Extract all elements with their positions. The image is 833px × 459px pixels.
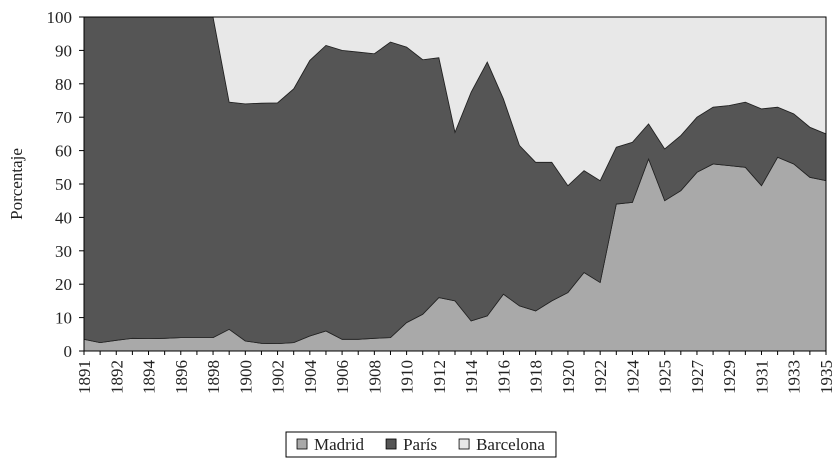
y-axis-label: Porcentaje bbox=[7, 148, 26, 220]
x-tick-label: 1908 bbox=[365, 360, 384, 394]
legend-swatch bbox=[296, 438, 308, 450]
x-tick-label: 1927 bbox=[688, 360, 707, 395]
x-tick-label: 1931 bbox=[752, 360, 771, 394]
y-tick-label: 40 bbox=[55, 208, 72, 227]
legend-swatch bbox=[385, 438, 397, 450]
legend-box bbox=[285, 431, 557, 458]
y-tick-label: 30 bbox=[55, 242, 72, 261]
x-tick-label: 1933 bbox=[785, 360, 804, 394]
x-tick-label: 1906 bbox=[333, 360, 352, 394]
legend-swatch bbox=[458, 438, 470, 450]
y-tick-label: 80 bbox=[55, 75, 72, 94]
legend-label: Barcelona bbox=[476, 435, 545, 454]
x-tick-label: 1920 bbox=[559, 360, 578, 394]
x-tick-label: 1935 bbox=[817, 360, 833, 394]
y-tick-label: 90 bbox=[55, 41, 72, 60]
y-tick-label: 100 bbox=[47, 8, 73, 27]
x-tick-label: 1912 bbox=[430, 360, 449, 394]
x-tick-label: 1922 bbox=[591, 360, 610, 394]
y-tick-label: 70 bbox=[55, 108, 72, 127]
y-tick-label: 10 bbox=[55, 309, 72, 328]
x-tick-label: 1904 bbox=[301, 360, 320, 395]
x-tick-label: 1894 bbox=[140, 360, 159, 395]
y-tick-label: 50 bbox=[55, 175, 72, 194]
y-tick-label: 60 bbox=[55, 142, 72, 161]
x-tick-label: 1925 bbox=[656, 360, 675, 394]
x-tick-label: 1910 bbox=[398, 360, 417, 394]
legend-label: París bbox=[403, 435, 437, 454]
legend: Madrid París Barcelona bbox=[285, 431, 557, 458]
x-tick-label: 1916 bbox=[494, 360, 513, 394]
x-tick-label: 1891 bbox=[75, 360, 94, 394]
x-tick-label: 1898 bbox=[204, 360, 223, 394]
legend-label: Madrid bbox=[314, 435, 365, 454]
x-tick-label: 1914 bbox=[462, 360, 481, 395]
y-tick-label: 0 bbox=[64, 342, 73, 361]
x-tick-label: 1892 bbox=[107, 360, 126, 394]
x-tick-label: 1900 bbox=[236, 360, 255, 394]
x-tick-label: 1902 bbox=[269, 360, 288, 394]
x-tick-label: 1896 bbox=[172, 360, 191, 394]
x-tick-label: 1918 bbox=[527, 360, 546, 394]
x-tick-label: 1924 bbox=[623, 360, 642, 395]
x-tick-label: 1929 bbox=[720, 360, 739, 394]
y-tick-label: 20 bbox=[55, 275, 72, 294]
